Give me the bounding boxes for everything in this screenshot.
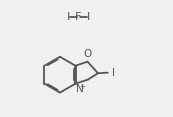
Text: O: O <box>84 49 92 59</box>
Text: N: N <box>76 84 84 94</box>
Text: I: I <box>87 12 90 22</box>
Text: F: F <box>75 12 82 22</box>
Text: I: I <box>67 12 70 22</box>
Text: I: I <box>112 68 115 78</box>
Text: +: + <box>79 84 85 90</box>
